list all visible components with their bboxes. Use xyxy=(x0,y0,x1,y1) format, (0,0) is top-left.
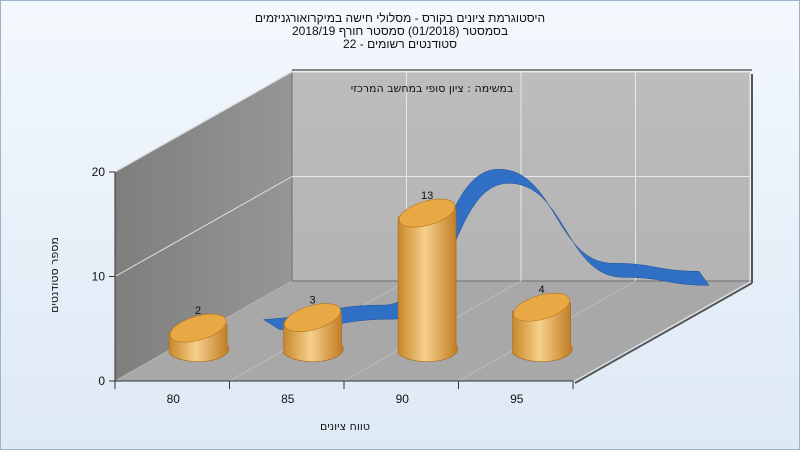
chart-subtitle: במשימה : ציון סופי במחשב המרכזי xyxy=(351,82,514,95)
bar-80: 2 xyxy=(168,305,229,362)
bar-top xyxy=(284,303,341,332)
bar-value-label: 2 xyxy=(195,305,201,317)
y-tick-label: 0 xyxy=(98,374,105,388)
x-tick-label: 95 xyxy=(510,392,524,406)
y-tick-label: 20 xyxy=(92,165,106,179)
y-axis-title: מספר סטודנטים xyxy=(48,237,61,313)
bar-value-label: 4 xyxy=(539,284,545,296)
bar-top xyxy=(513,292,570,322)
x-axis-title: טווח ציונים xyxy=(320,420,370,433)
y-tick-label: 10 xyxy=(92,270,106,284)
gridline-side xyxy=(114,71,293,173)
bar-body xyxy=(397,208,458,362)
bar-top xyxy=(169,313,227,343)
chart-title-line-2: בסמסטר (01/2018) סמסטר חורף 2018/19 xyxy=(291,24,509,38)
bar-value-label: 3 xyxy=(310,295,316,307)
bar-95: 4 xyxy=(512,284,573,362)
x-tick-label: 80 xyxy=(167,392,181,406)
chart-title-line-3: סטודנטים רשומים - 22 xyxy=(343,37,457,51)
bar-value-label: 13 xyxy=(421,190,433,202)
gridline-floor xyxy=(572,280,751,382)
bar-90: 13 xyxy=(397,190,458,362)
floor-edge xyxy=(574,282,753,384)
chart-title-line-1: היסטוגרמת ציונים בקורס - מסלולי חישה במי… xyxy=(254,11,546,25)
x-tick-label: 90 xyxy=(396,392,410,406)
bar-85: 3 xyxy=(283,295,344,362)
gridline-side xyxy=(114,176,293,277)
x-tick-label: 85 xyxy=(281,392,295,406)
bar-top xyxy=(398,198,456,228)
